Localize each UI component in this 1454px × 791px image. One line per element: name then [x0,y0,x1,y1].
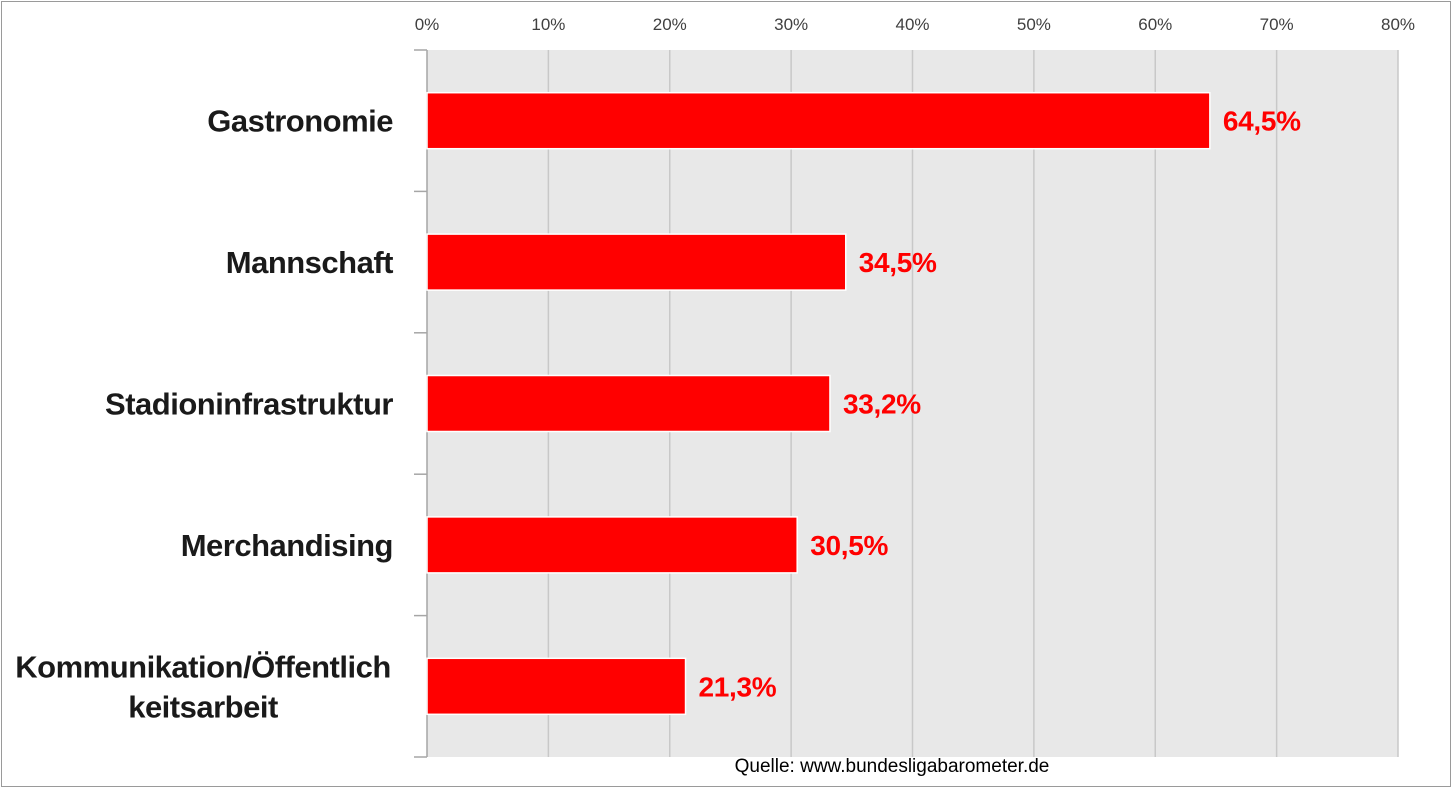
bar [426,374,831,433]
x-tick-label: 60% [1138,15,1172,34]
category-label: Gastronomie [207,104,393,139]
category-label: Mannschaft [226,245,393,280]
source-label: Quelle: www.bundesligabarometer.de [735,756,1050,777]
x-tick-label: 20% [653,15,687,34]
bar [426,233,847,291]
category-label: Stadioninfrastruktur [105,387,393,422]
bars [426,91,1211,716]
bar [426,91,1211,150]
x-tick-label: 30% [774,15,808,34]
bar [426,516,798,574]
category-label: Merchandising [181,528,393,563]
bar [426,657,687,716]
x-tick-label: 80% [1381,15,1415,34]
data-label: 33,2% [843,389,921,420]
data-label: 34,5% [859,247,937,278]
data-labels: 64,5% 34,5% 33,2% 30,5% 21,3% [699,106,1302,703]
data-label: 30,5% [810,530,888,561]
x-tick-label: 50% [1017,15,1051,34]
x-tick-label: 40% [895,15,929,34]
x-tick-label: 70% [1260,15,1294,34]
x-tick-labels: 0% 10% 20% 30% 40% 50% 60% 70% 80% [415,15,1415,34]
data-label: 21,3% [699,671,777,702]
data-label: 64,5% [1223,106,1301,137]
x-tick-label: 10% [531,15,565,34]
axes [414,49,428,758]
category-labels: Gastronomie Mannschaft Stadioninfrastruktu… [15,104,394,725]
category-label: Kommunikation/Öffentlich keitsarbeit [15,649,391,724]
x-tick-label: 0% [415,15,440,34]
